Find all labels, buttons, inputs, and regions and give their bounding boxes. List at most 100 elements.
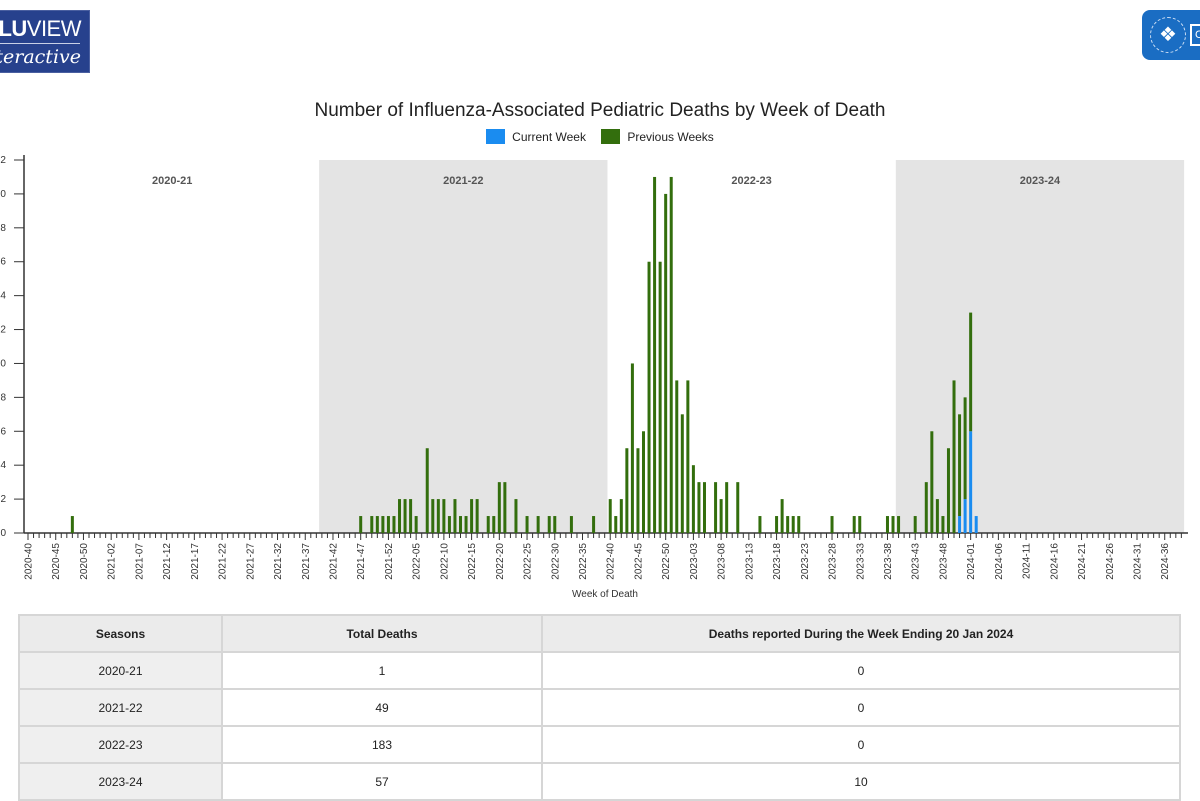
x-tick-label: 2021-17 [190, 543, 201, 580]
y-tick-label: 0 [0, 528, 6, 539]
x-tick-label: 2021-32 [273, 543, 284, 580]
bar-previous-weeks [641, 431, 645, 533]
x-tick-label: 2022-45 [633, 543, 644, 580]
season-cell: 2021-22 [18, 688, 223, 727]
logo-rule [0, 43, 80, 44]
x-tick-label: 2024-01 [966, 543, 977, 580]
x-tick-label: 2022-05 [412, 543, 423, 580]
x-tick-label: 2020-40 [24, 543, 35, 580]
x-tick-label: 2021-02 [107, 543, 118, 580]
fluview-logo[interactable]: LUVIEW teractive [0, 10, 90, 73]
bar-previous-weeks [592, 516, 596, 533]
bar-previous-weeks [70, 516, 74, 533]
x-tick-label: 2022-20 [495, 543, 506, 580]
bar-previous-weeks [497, 482, 501, 533]
y-tick-label: 8 [0, 392, 6, 403]
bar-previous-weeks [946, 448, 950, 533]
season-label: 2020-21 [152, 175, 192, 187]
season-label: 2022-23 [731, 175, 771, 187]
x-tick-label: 2022-40 [606, 543, 617, 580]
bar-previous-weeks [935, 499, 939, 533]
x-tick-label: 2024-31 [1133, 543, 1144, 580]
bar-previous-weeks [658, 261, 662, 533]
bar-previous-weeks [392, 516, 396, 533]
bar-previous-weeks [852, 516, 856, 533]
x-tick-label: 2021-07 [134, 543, 145, 580]
y-tick-label: 20 [0, 189, 6, 200]
bar-previous-weeks [514, 499, 518, 533]
hhs-cdc-logo[interactable]: ❖ C [1142, 10, 1200, 60]
y-tick-label: 14 [0, 291, 6, 302]
bar-previous-weeks [470, 499, 474, 533]
x-tick-label: 2023-48 [938, 543, 949, 580]
bar-current-week [969, 431, 973, 533]
season-cell: 2023-24 [18, 762, 223, 801]
bar-previous-weeks [647, 261, 651, 533]
y-tick-label: 12 [0, 325, 6, 336]
table-row: 2021-22 49 0 [18, 688, 1181, 727]
bar-previous-weeks [503, 482, 507, 533]
bar-previous-weeks [630, 363, 634, 533]
bar-previous-weeks [442, 499, 446, 533]
legend-label-previous: Previous Weeks [627, 129, 714, 144]
bar-previous-weeks [486, 516, 490, 533]
x-tick-label: 2023-43 [911, 543, 922, 580]
seasons-table: Seasons Total Deaths Deaths reported Dur… [18, 614, 1181, 801]
y-tick-label: 10 [0, 358, 6, 369]
bar-previous-weeks [436, 499, 440, 533]
legend-swatch-previous [601, 129, 621, 144]
bar-previous-weeks [963, 397, 967, 500]
x-tick-label: 2024-36 [1160, 543, 1171, 580]
bar-previous-weeks [525, 516, 529, 533]
table-row: 2022-23 183 0 [18, 725, 1181, 764]
bar-current-week [958, 516, 962, 533]
legend-item-previous-weeks[interactable]: Previous Weeks [601, 129, 714, 144]
x-tick-label: 2021-42 [328, 543, 339, 580]
season-label: 2023-24 [1020, 175, 1061, 187]
x-tick-label: 2022-15 [467, 543, 478, 580]
bar-previous-weeks [736, 482, 740, 533]
header-deaths-reported: Deaths reported During the Week Ending 2… [541, 614, 1181, 653]
x-tick-label: 2024-26 [1105, 543, 1116, 580]
x-tick-label: 2024-21 [1077, 543, 1088, 580]
x-tick-label: 2023-18 [772, 543, 783, 580]
bar-previous-weeks [969, 312, 973, 432]
bar-previous-weeks [475, 499, 479, 533]
bar-previous-weeks [614, 516, 618, 533]
legend-swatch-current [486, 129, 506, 144]
legend-item-current-week[interactable]: Current Week [486, 129, 586, 144]
x-tick-label: 2021-52 [384, 543, 395, 580]
x-tick-label: 2021-27 [245, 543, 256, 580]
total-deaths-cell: 183 [221, 725, 543, 764]
header-total-deaths: Total Deaths [221, 614, 543, 653]
bar-previous-weeks [913, 516, 917, 533]
x-tick-label: 2021-22 [218, 543, 229, 580]
bar-previous-weeks [536, 516, 540, 533]
bar-previous-weeks [686, 380, 690, 533]
season-cell: 2022-23 [18, 725, 223, 764]
week-deaths-cell: 0 [541, 725, 1181, 764]
bar-previous-weeks [675, 380, 679, 533]
y-tick-label: 6 [0, 426, 6, 437]
bar-previous-weeks [492, 516, 496, 533]
legend-label-current: Current Week [512, 129, 586, 144]
x-tick-label: 2020-45 [51, 543, 62, 580]
bar-previous-weeks [691, 465, 695, 533]
x-tick-label: 2023-23 [800, 543, 811, 580]
bar-previous-weeks [403, 499, 407, 533]
header-seasons: Seasons [18, 614, 223, 653]
bar-previous-weeks [952, 380, 956, 533]
bar-previous-weeks [431, 499, 435, 533]
x-tick-label: 2024-06 [994, 543, 1005, 580]
bar-previous-weeks [381, 516, 385, 533]
bar-chart: 2020-21 2021-22 2022-23 2023-24 0 2 4 6 8 10 12 14 1… [0, 155, 1188, 600]
x-tick-label: 2020-50 [79, 543, 90, 580]
x-tick-label: 2024-16 [1049, 543, 1060, 580]
chart-legend: Current Week Previous Weeks [0, 129, 1200, 147]
table-row: 2023-24 57 10 [18, 762, 1181, 801]
bar-previous-weeks [930, 431, 934, 533]
x-tick-label: 2021-47 [356, 543, 367, 580]
logo-text-bold: LU [0, 16, 27, 41]
bar-previous-weeks [791, 516, 795, 533]
x-tick-label: 2021-12 [162, 543, 173, 580]
